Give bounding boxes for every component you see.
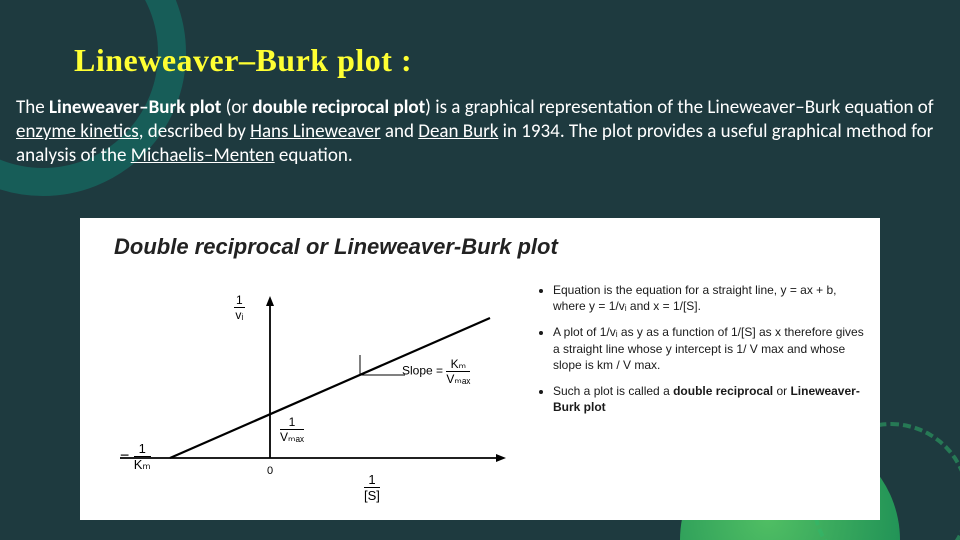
figure-container: Double reciprocal or Lineweaver-Burk plo… xyxy=(80,218,880,520)
body-mid-4: and xyxy=(381,120,419,143)
slope-label: Slope = KₘVₘₐₓ xyxy=(402,358,470,385)
link-hans-lineweaver[interactable]: Hans Lineweaver xyxy=(250,120,380,143)
origin-label: 0 xyxy=(267,465,273,477)
x-intercept-label: − 1Kₘ xyxy=(120,442,151,471)
link-dean-burk[interactable]: Dean Burk xyxy=(418,120,498,143)
body-mid-2: ) is a graphical representation of the L… xyxy=(425,96,933,119)
figure-title: Double reciprocal or Lineweaver-Burk plo… xyxy=(114,234,558,260)
body-mid-6: equation. xyxy=(275,144,353,167)
bullet-2: A plot of 1/vᵢ as y as a function of 1/[… xyxy=(553,324,865,373)
bullet-1: Equation is the equation for a straight … xyxy=(553,282,865,314)
bullet-3: Such a plot is called a double reciproca… xyxy=(553,383,865,415)
page-title: Lineweaver–Burk plot : xyxy=(74,42,412,79)
body-mid-3: , described by xyxy=(139,120,250,143)
lineweaver-burk-plot: 0 1vᵢ 1[S] − 1Kₘ 1Vₘₐₓ Slope = KₘVₘₐₓ xyxy=(100,288,520,498)
x-axis-label: 1[S] xyxy=(364,473,380,502)
body-paragraph: The Lineweaver–Burk plot (or double reci… xyxy=(16,96,950,167)
body-bold-2: double reciprocal plot xyxy=(252,96,425,119)
y-intercept-label: 1Vₘₐₓ xyxy=(280,416,304,443)
link-enzyme-kinetics[interactable]: enzyme kinetics xyxy=(16,120,139,143)
figure-bullets: Equation is the equation for a straight … xyxy=(535,282,865,425)
body-bold-1: Lineweaver–Burk plot xyxy=(49,96,221,119)
link-michaelis-menten[interactable]: Michaelis–Menten xyxy=(131,144,275,167)
y-axis-label: 1vᵢ xyxy=(234,294,245,321)
body-mid-1: (or xyxy=(221,96,252,119)
body-lead: The xyxy=(16,96,49,119)
